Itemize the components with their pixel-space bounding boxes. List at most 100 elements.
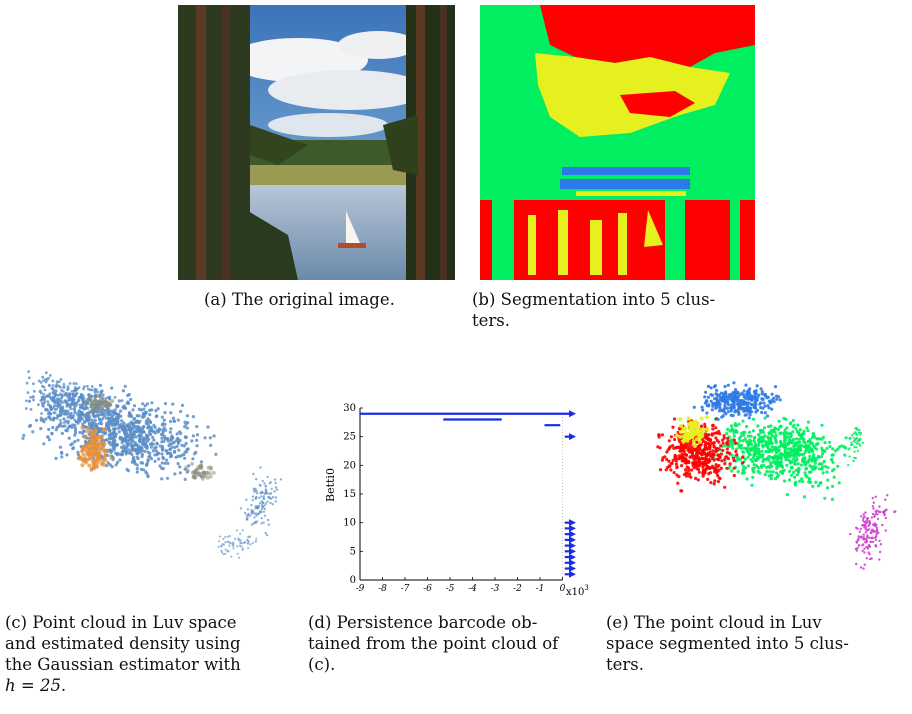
point xyxy=(253,516,256,519)
point xyxy=(784,417,788,421)
point xyxy=(767,474,772,478)
point xyxy=(789,421,793,425)
point xyxy=(83,458,88,463)
point xyxy=(863,551,866,554)
point xyxy=(59,419,62,422)
point xyxy=(701,457,706,461)
point xyxy=(88,393,91,397)
point xyxy=(728,395,732,399)
point xyxy=(726,427,730,431)
point xyxy=(89,456,94,461)
point xyxy=(163,402,168,406)
point xyxy=(750,403,754,407)
point xyxy=(247,514,250,517)
segmented-point-cloud-points xyxy=(656,381,897,570)
point xyxy=(785,435,789,439)
point xyxy=(813,461,817,465)
point xyxy=(793,481,797,486)
point xyxy=(49,417,53,421)
point xyxy=(700,431,705,436)
point xyxy=(697,464,701,468)
point xyxy=(222,537,225,541)
point xyxy=(674,462,678,466)
point xyxy=(717,468,721,472)
point xyxy=(814,443,818,447)
x-tick-label: -4 xyxy=(468,584,477,594)
point xyxy=(95,460,100,465)
x-tick-label: -1 xyxy=(536,584,545,594)
point xyxy=(816,484,820,488)
point xyxy=(144,470,148,474)
point xyxy=(686,448,690,452)
point xyxy=(699,416,704,421)
point xyxy=(75,392,78,395)
point xyxy=(787,436,791,440)
x-tick-label: -2 xyxy=(513,584,522,594)
point xyxy=(158,444,162,448)
point xyxy=(707,433,711,437)
barcode-bar-arrow xyxy=(569,542,576,550)
point xyxy=(684,453,689,457)
point xyxy=(163,411,167,415)
point xyxy=(825,446,829,451)
point xyxy=(875,534,878,538)
point xyxy=(784,431,788,435)
point xyxy=(264,531,267,535)
point xyxy=(721,394,726,398)
point xyxy=(52,396,55,400)
point xyxy=(867,543,871,547)
point xyxy=(741,461,745,465)
point xyxy=(862,567,865,570)
point xyxy=(54,428,58,432)
point xyxy=(76,413,80,417)
point xyxy=(49,412,53,416)
point xyxy=(164,458,169,462)
point xyxy=(48,396,52,399)
point xyxy=(275,488,279,491)
x-tick-label: -5 xyxy=(446,584,455,594)
point xyxy=(863,547,866,550)
point xyxy=(731,456,735,460)
point xyxy=(125,401,129,405)
point xyxy=(668,445,672,449)
point xyxy=(151,435,155,439)
point xyxy=(864,520,867,523)
point xyxy=(853,456,856,459)
original-image xyxy=(178,5,455,280)
point xyxy=(264,502,267,505)
point xyxy=(158,464,162,468)
point xyxy=(112,431,116,435)
point xyxy=(46,400,50,403)
point xyxy=(93,399,98,404)
point xyxy=(778,425,782,429)
point xyxy=(763,411,767,415)
point xyxy=(130,452,134,456)
point xyxy=(124,452,128,456)
point xyxy=(836,464,840,468)
point xyxy=(717,476,721,480)
point xyxy=(118,458,122,462)
point xyxy=(848,455,851,458)
point xyxy=(723,403,727,407)
point xyxy=(682,437,687,442)
point xyxy=(153,459,157,463)
point xyxy=(121,424,125,428)
point xyxy=(247,536,250,539)
point xyxy=(732,434,736,438)
point xyxy=(741,419,745,423)
point xyxy=(868,557,872,561)
point xyxy=(684,433,689,438)
barcode-axes: -9 -8 -7 -6 -5 -4 -3 -2 -1 0 0 5 10 15 20 25 30 xyxy=(343,403,565,594)
point xyxy=(709,481,713,485)
point xyxy=(81,422,85,426)
point xyxy=(260,517,263,520)
point xyxy=(79,406,82,410)
point xyxy=(722,434,726,438)
point xyxy=(677,427,681,431)
point xyxy=(803,457,807,461)
point xyxy=(241,548,244,552)
point xyxy=(266,518,270,522)
point xyxy=(135,419,139,423)
point xyxy=(725,447,729,451)
point xyxy=(822,459,826,464)
